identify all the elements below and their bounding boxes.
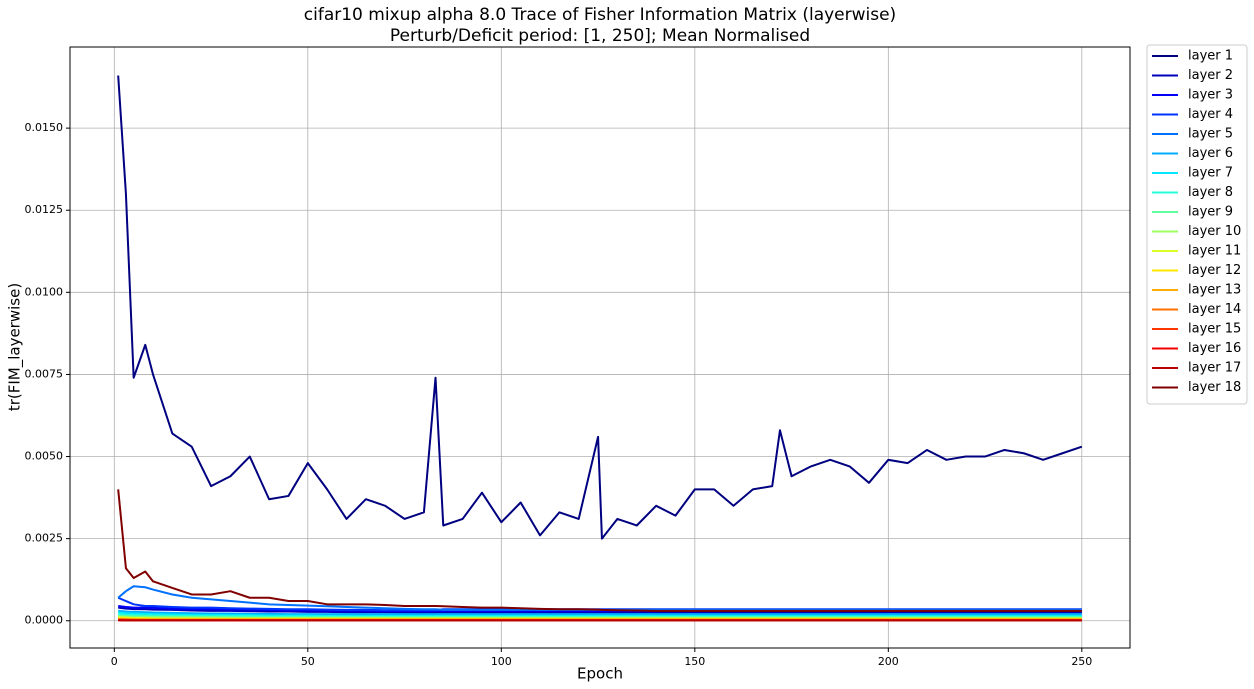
series-line — [118, 606, 1082, 614]
plot-frame — [69, 46, 1131, 649]
x-tick-label: 0 — [111, 655, 118, 668]
legend-label: layer 2 — [1188, 68, 1233, 83]
legend-label: layer 12 — [1188, 263, 1241, 278]
legend: layer 1 layer 2 layer 3 layer 4 layer 5 layer… — [1146, 44, 1248, 405]
legend-label: layer 9 — [1188, 205, 1233, 220]
series-line — [117, 489, 1082, 612]
legend-label: layer 14 — [1188, 302, 1241, 317]
x-tick-label: 200 — [878, 655, 899, 668]
legend-label: layer 13 — [1188, 283, 1241, 298]
chart-subtitle: Perturb/Deficit period: [1, 250]; Mean N… — [390, 26, 810, 46]
legend-label: layer 16 — [1188, 341, 1241, 356]
y-tick-label: 0.0075 — [25, 367, 64, 380]
legend-label: layer 10 — [1188, 224, 1241, 239]
x-tick-label: 150 — [684, 655, 705, 668]
legend-label: layer 18 — [1188, 380, 1241, 395]
series-line — [118, 609, 1082, 616]
legend-label: layer 15 — [1188, 322, 1241, 337]
chart-title: cifar10 mixup alpha 8.0 Trace of Fisher … — [304, 5, 896, 25]
legend-label: layer 6 — [1188, 146, 1233, 161]
y-tick-label: 0.0050 — [25, 450, 64, 463]
legend-label: layer 7 — [1188, 166, 1233, 181]
legend-label: layer 5 — [1188, 127, 1233, 142]
x-tick-label: 250 — [1071, 655, 1092, 668]
y-tick-label: 0.0100 — [25, 285, 64, 298]
legend-label: layer 4 — [1188, 107, 1233, 122]
x-tick-label: 100 — [491, 655, 512, 668]
legend-label: layer 3 — [1188, 88, 1233, 103]
y-tick-label: 0.0150 — [25, 121, 64, 134]
legend-label: layer 17 — [1188, 361, 1241, 376]
x-tick-label: 50 — [301, 655, 315, 668]
x-axis-label: Epoch — [577, 665, 623, 683]
legend-label: layer 11 — [1188, 244, 1241, 259]
series-line — [117, 75, 1083, 540]
y-tick-label: 0.0125 — [25, 203, 64, 216]
y-tick-label: 0.0000 — [25, 614, 64, 627]
legend-label: layer 8 — [1188, 185, 1233, 200]
y-axis-label: tr(FIM_layerwise) — [6, 283, 25, 411]
legend-label: layer 1 — [1188, 49, 1233, 64]
plot-area: 0 50 100 150 200 250 0.0000 0.0025 0.0050 0.0075 0… — [25, 47, 1130, 668]
y-tick-label: 0.0025 — [25, 532, 64, 545]
